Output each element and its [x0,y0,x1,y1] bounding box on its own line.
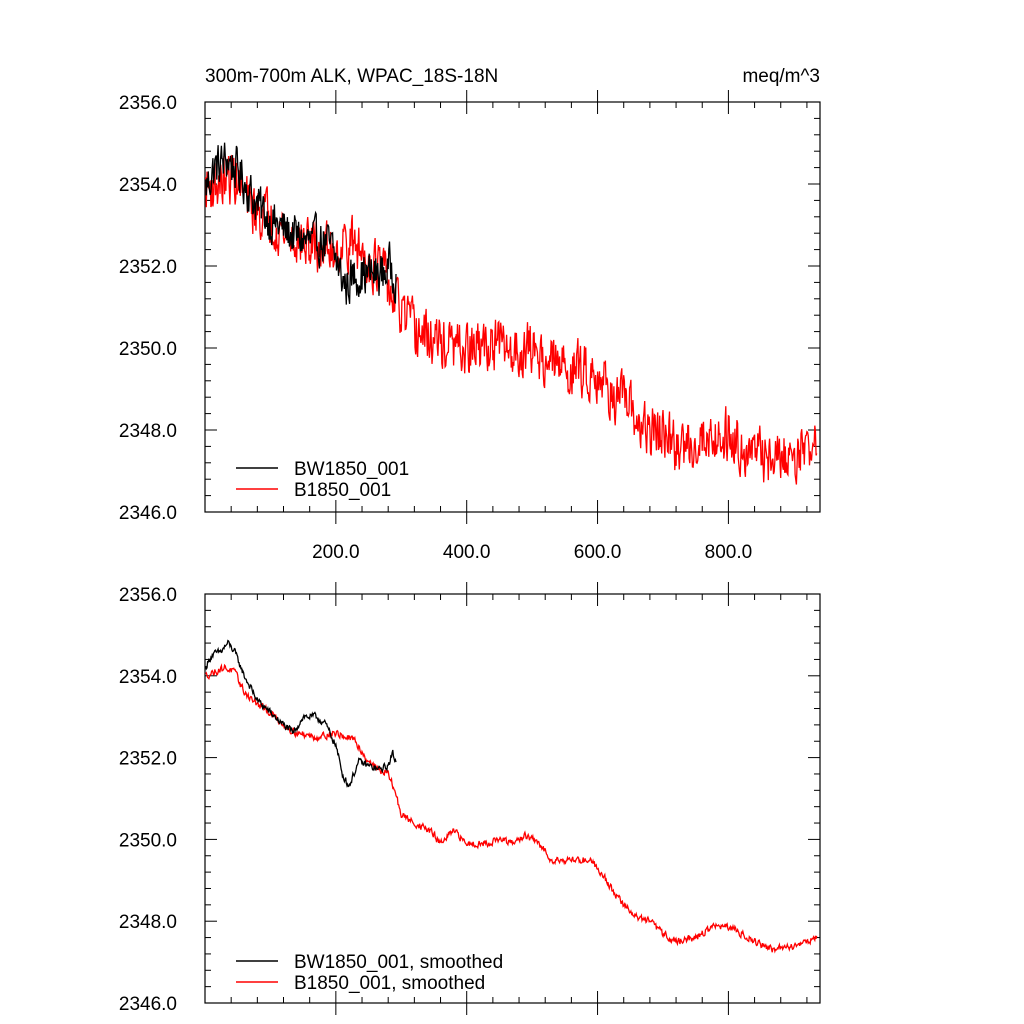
x-tick-label: 800.0 [705,542,753,563]
y-tick-label: 2354.0 [119,667,177,688]
y-tick-label: 2348.0 [119,912,177,933]
series-line-red [206,155,817,485]
legend-label: B1850_001 [294,480,391,501]
y-tick-label: 2354.0 [119,175,177,196]
y-tick-label: 2356.0 [119,93,177,114]
y-tick-label: 2352.0 [119,749,177,770]
y-tick-label: 2346.0 [119,503,177,524]
y-tick-label: 2356.0 [119,585,177,606]
legend-label: B1850_001, smoothed [294,973,485,994]
chart-title: 300m-700m ALK, WPAC_18S-18N [205,66,498,87]
series-line-red [206,665,817,952]
plot-frame [205,594,820,1003]
y-tick-label: 2352.0 [119,257,177,278]
y-tick-label: 2350.0 [119,339,177,360]
legend-label: BW1850_001 [294,459,409,480]
x-tick-label: 400.0 [443,542,491,563]
top-panel: 300m-700m ALK, WPAC_18S-18N meq/m^3 2346… [119,66,820,563]
y-tick-label: 2346.0 [119,994,177,1015]
y-tick-label: 2350.0 [119,830,177,851]
bottom-panel: 2346.0 2348.0 2350.0 2352.0 2354.0 2356.0 BW18… [119,582,820,1015]
y-tick-label: 2348.0 [119,421,177,442]
units-label: meq/m^3 [742,66,820,87]
x-tick-label: 200.0 [312,542,360,563]
x-tick-label: 600.0 [574,542,622,563]
series-line-black [206,641,396,787]
legend-label: BW1850_001, smoothed [294,952,503,973]
